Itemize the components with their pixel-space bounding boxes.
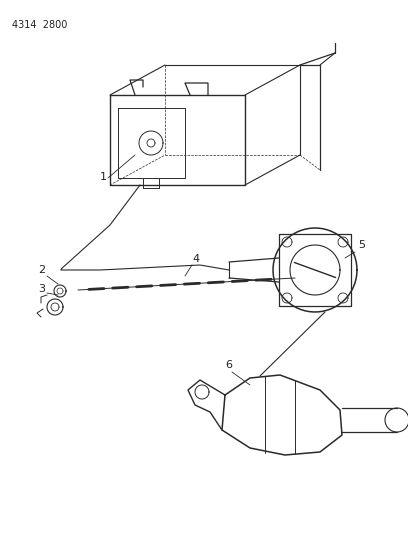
Text: 4314  2800: 4314 2800 xyxy=(12,20,67,30)
Text: 5: 5 xyxy=(358,240,365,250)
Text: 2: 2 xyxy=(38,265,45,275)
Text: 1: 1 xyxy=(100,172,107,182)
Text: 4: 4 xyxy=(192,254,199,264)
Text: 6: 6 xyxy=(225,360,232,370)
Text: 3: 3 xyxy=(38,284,45,294)
